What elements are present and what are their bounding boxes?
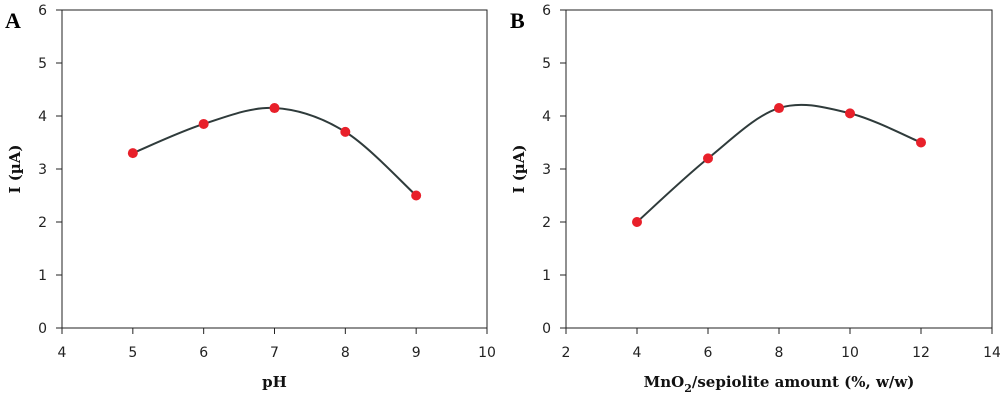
x-tick-label: 4	[633, 345, 642, 361]
y-tick-label: 2	[38, 215, 47, 231]
series-line	[132, 106, 417, 197]
x-axis-title-subscript: 2	[684, 382, 692, 395]
data-point	[774, 103, 784, 114]
data-point	[340, 126, 351, 137]
plot-frame	[61, 9, 488, 329]
y-tick-label: 6	[38, 3, 47, 19]
x-tick-label: 9	[412, 345, 421, 361]
y-tick-label: 5	[542, 56, 551, 72]
y-tick-label: 3	[542, 162, 551, 178]
y-axis-title: I (µA)	[510, 144, 528, 193]
y-tick-label: 1	[38, 268, 47, 284]
x-axis-title-main: MnO	[644, 373, 685, 391]
data-point	[411, 190, 422, 201]
data-point	[198, 118, 209, 129]
x-tick-label: 10	[841, 345, 859, 361]
x-tick-label: 14	[983, 345, 1000, 361]
data-point	[845, 108, 855, 119]
y-tick-label: 4	[38, 109, 47, 125]
y-tick-label: 5	[38, 56, 47, 72]
x-axis-title-rest: /sepiolite amount (%, w/w)	[692, 373, 915, 391]
panel-letter: A	[5, 8, 21, 33]
y-tick-label: 4	[542, 109, 551, 125]
y-tick-label: 6	[542, 3, 551, 19]
x-tick-label: 5	[128, 345, 137, 361]
x-axis-title: pH	[262, 373, 287, 391]
x-tick-label: 7	[270, 345, 279, 361]
panel-letter: B	[510, 8, 525, 33]
data-point	[632, 217, 642, 227]
y-axis-title: I (µA)	[6, 144, 24, 193]
data-point	[703, 153, 713, 164]
x-tick-label: 2	[562, 345, 571, 361]
x-tick-label: 12	[912, 345, 930, 361]
y-tick-label: 0	[542, 321, 551, 337]
y-tick-label: 1	[542, 268, 551, 284]
x-tick-label: 8	[775, 345, 784, 361]
x-tick-label: 10	[478, 345, 496, 361]
x-axis-title: MnO2/sepiolite amount (%, w/w)	[644, 373, 915, 395]
data-point	[916, 137, 926, 148]
y-tick-label: 2	[542, 215, 551, 231]
series-line	[636, 103, 922, 223]
y-tick-label: 3	[38, 162, 47, 178]
y-tick-label: 0	[38, 321, 47, 337]
plot-frame	[565, 9, 993, 329]
data-point	[269, 103, 280, 114]
data-point	[127, 148, 138, 159]
panel-a: 4 5 6 7 8 9 10 0 1 2 3 4 5 6 A I (µA) pH	[5, 3, 496, 391]
x-tick-label: 4	[58, 345, 67, 361]
x-tick-label: 6	[199, 345, 208, 361]
x-tick-label: 6	[704, 345, 713, 361]
x-tick-label: 8	[341, 345, 350, 361]
